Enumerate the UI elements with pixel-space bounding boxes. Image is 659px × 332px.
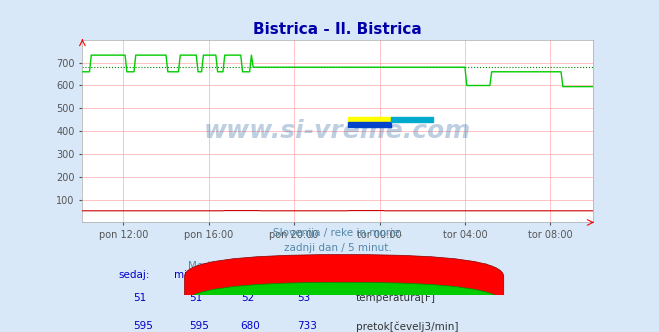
Text: povpr.:: povpr.: bbox=[225, 270, 262, 280]
Text: 595: 595 bbox=[190, 321, 210, 331]
Text: 51: 51 bbox=[133, 293, 147, 303]
Bar bbox=[348, 122, 391, 127]
FancyBboxPatch shape bbox=[185, 255, 503, 319]
Title: Bistrica - Il. Bistrica: Bistrica - Il. Bistrica bbox=[253, 22, 422, 37]
Text: Bistrica - Il. Bistrica: Bistrica - Il. Bistrica bbox=[338, 270, 454, 280]
Text: maks.:: maks.: bbox=[281, 270, 317, 280]
Text: 595: 595 bbox=[133, 321, 154, 331]
Text: 53: 53 bbox=[297, 293, 310, 303]
Text: min.:: min.: bbox=[174, 270, 201, 280]
Text: 52: 52 bbox=[241, 293, 254, 303]
Text: pretok[čevelj3/min]: pretok[čevelj3/min] bbox=[356, 321, 458, 332]
Text: www.si-vreme.com: www.si-vreme.com bbox=[204, 119, 471, 143]
Text: 51: 51 bbox=[190, 293, 203, 303]
Text: Slovenija / reke in morje.
zadnji dan / 5 minut.
Meritve: povprečne  Enote: angl: Slovenija / reke in morje. zadnji dan / … bbox=[188, 228, 487, 271]
Text: temperatura[F]: temperatura[F] bbox=[356, 293, 436, 303]
Text: sedaj:: sedaj: bbox=[118, 270, 150, 280]
Text: 680: 680 bbox=[241, 321, 260, 331]
Bar bbox=[348, 117, 391, 122]
Bar bbox=[391, 117, 434, 122]
FancyBboxPatch shape bbox=[185, 282, 503, 332]
Text: 733: 733 bbox=[297, 321, 317, 331]
